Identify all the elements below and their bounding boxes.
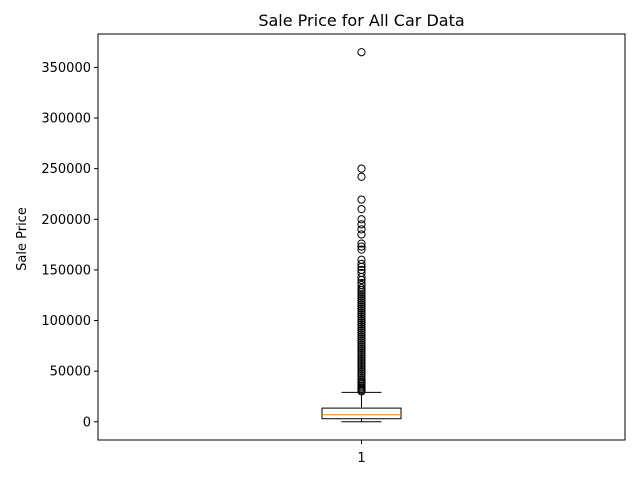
chart-title: Sale Price for All Car Data xyxy=(258,11,464,30)
outlier-point xyxy=(357,306,366,315)
outlier-point xyxy=(357,342,366,351)
outlier-point xyxy=(357,290,366,299)
outlier-point xyxy=(357,302,366,311)
plot-frame xyxy=(97,33,626,441)
outlier-point xyxy=(357,340,366,349)
outlier-point xyxy=(357,296,366,305)
outlier-point xyxy=(357,259,366,268)
outlier-point xyxy=(357,230,366,239)
outlier-point xyxy=(357,387,366,396)
y-tick-label: 0 xyxy=(83,415,91,430)
outlier-point xyxy=(357,320,366,329)
outlier-point xyxy=(357,284,366,293)
outlier-point xyxy=(357,316,366,325)
outlier-point xyxy=(357,286,366,295)
outlier-point xyxy=(357,330,366,339)
outlier-point xyxy=(357,350,366,360)
y-axis-label: Sale Price xyxy=(15,207,30,271)
outlier-point xyxy=(357,369,366,378)
outlier-point xyxy=(357,314,366,323)
outlier-point xyxy=(357,300,366,309)
outlier-point xyxy=(357,245,366,254)
outlier-point xyxy=(357,375,366,384)
outlier-point xyxy=(357,312,366,321)
y-tick-label: 300000 xyxy=(41,112,91,127)
outlier-point xyxy=(357,348,366,358)
outlier-point xyxy=(357,239,366,248)
outlier-point xyxy=(357,367,366,376)
outlier-point xyxy=(357,310,366,319)
outlier-point xyxy=(357,356,366,366)
outlier-point xyxy=(357,308,366,317)
outlier-point xyxy=(357,328,366,337)
outlier-point xyxy=(357,275,366,285)
outlier-point xyxy=(357,354,366,364)
outlier-point xyxy=(357,358,366,368)
outlier-point xyxy=(357,262,366,271)
y-tick-label: 250000 xyxy=(41,162,91,177)
outlier-point xyxy=(357,336,366,345)
outlier-point xyxy=(357,225,366,234)
outlier-point xyxy=(357,304,366,313)
plot-area: 0 50000 100000 150000 200000 250000 300000 3500… xyxy=(41,48,402,466)
y-tick-label: 100000 xyxy=(41,314,91,329)
outlier-point xyxy=(357,220,366,229)
outlier-point xyxy=(357,346,366,356)
outlier-point xyxy=(357,294,366,303)
outlier-point xyxy=(357,172,366,181)
y-tick-label: 350000 xyxy=(41,61,91,76)
outlier-point xyxy=(357,288,366,297)
outlier-point xyxy=(357,360,366,370)
outlier-point xyxy=(357,242,366,251)
outlier-point xyxy=(357,338,366,347)
outlier-point xyxy=(357,292,366,301)
outlier-point xyxy=(357,365,366,374)
outlier-point xyxy=(357,205,366,214)
outlier-point xyxy=(357,298,366,307)
outlier-point xyxy=(357,215,366,224)
outlier-point xyxy=(357,324,366,333)
outlier-point xyxy=(357,363,366,372)
outlier-point xyxy=(357,195,366,204)
y-tick-label: 150000 xyxy=(41,263,91,278)
outlier-point xyxy=(357,352,366,362)
outlier-point xyxy=(357,48,366,57)
y-tick-label: 200000 xyxy=(41,213,91,228)
outlier-point xyxy=(357,326,366,335)
outlier-point xyxy=(357,164,366,173)
x-tick-label: 1 xyxy=(357,451,365,466)
iqr-box xyxy=(321,407,402,420)
outlier-point xyxy=(357,318,366,327)
outlier-point xyxy=(357,334,366,343)
outlier-point xyxy=(357,332,366,341)
outlier-point xyxy=(357,344,366,353)
outlier-point xyxy=(357,322,366,331)
outlier-point xyxy=(357,272,366,282)
y-tick-label: 50000 xyxy=(50,365,91,380)
